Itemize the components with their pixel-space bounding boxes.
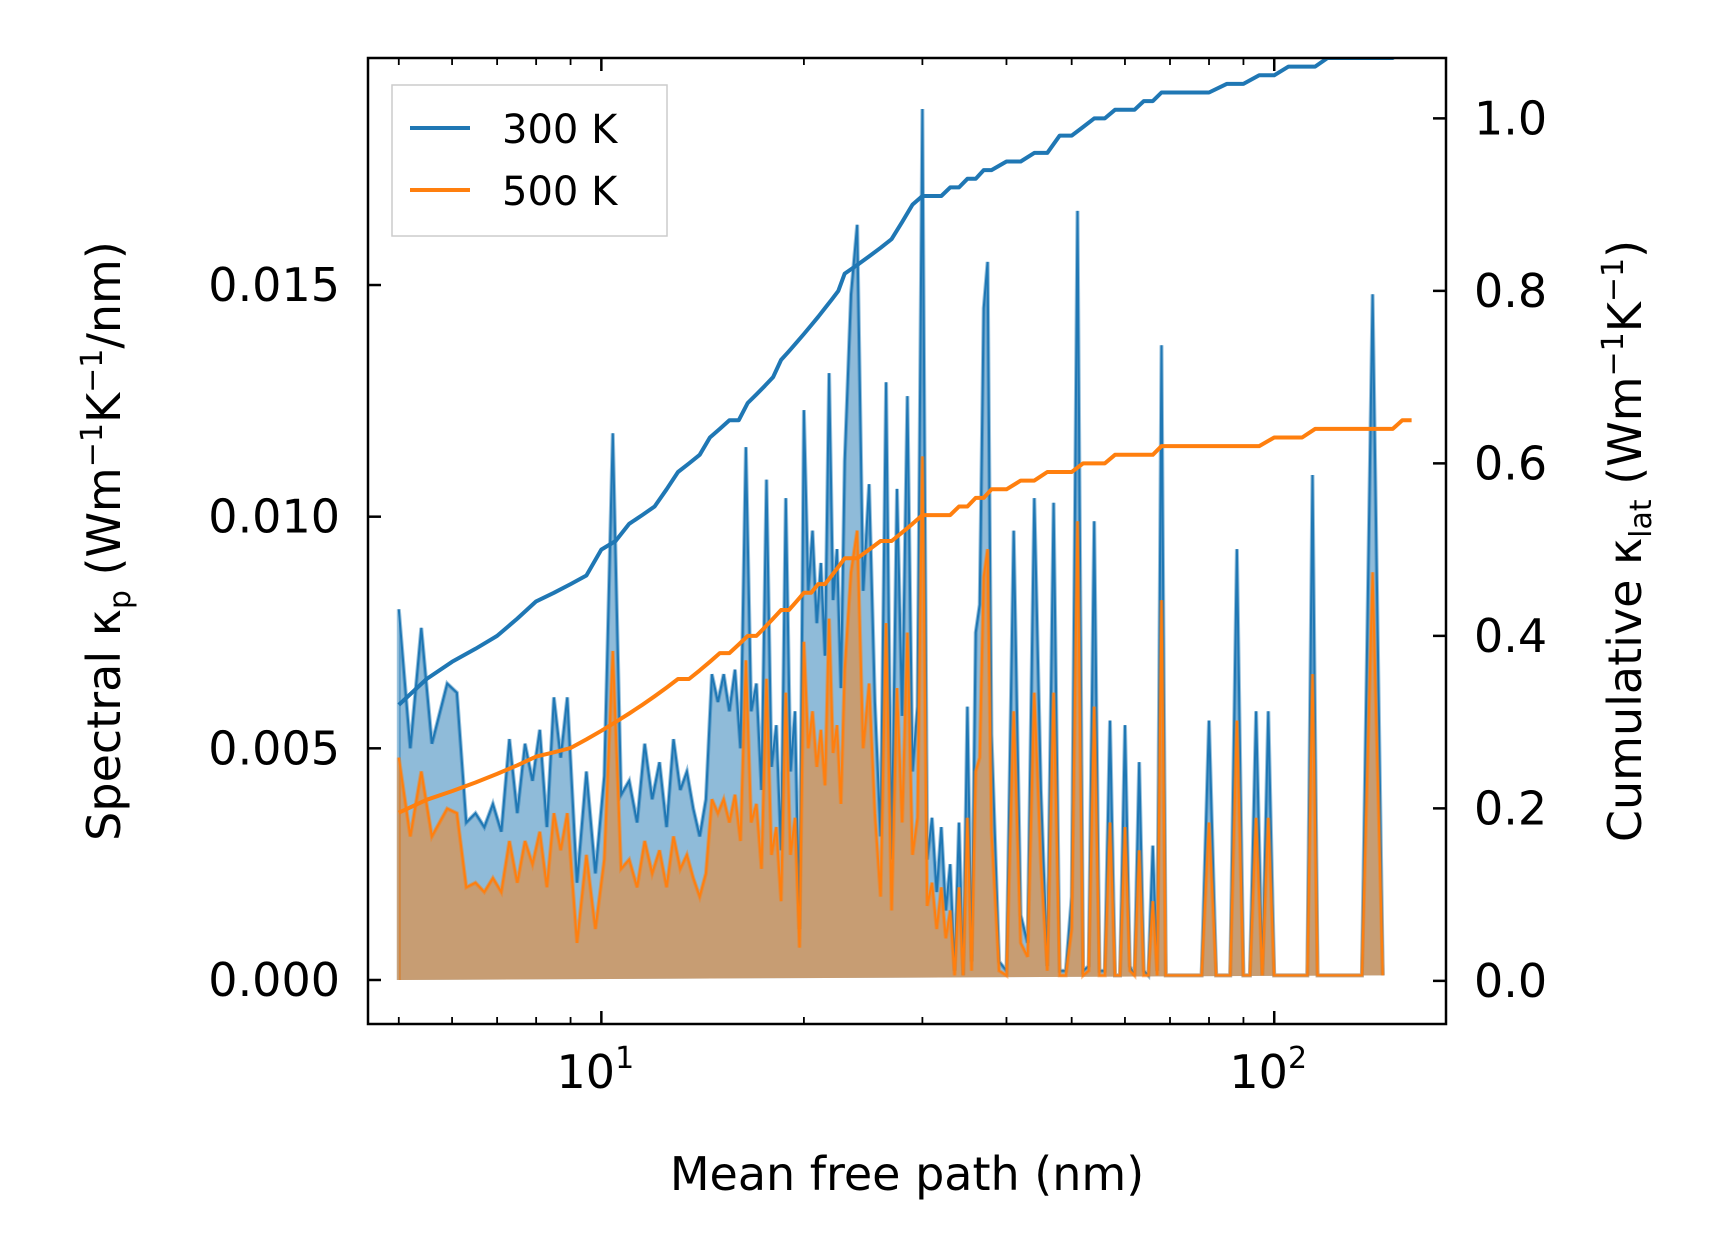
y-right-tick-label: 0.0 [1474,954,1547,1008]
y-left-tick-label: 0.005 [208,721,340,775]
y-left-label-base: Spectral κ [77,609,131,841]
y-left-tick-label: 0.010 [208,490,340,544]
spectral-line-500k [397,456,1384,978]
y-left-label-sup-b: −1 [75,349,110,393]
y-left-label-unit-c: /nm) [77,241,131,348]
y-left-label-unit-a: (Wm [77,467,131,590]
y-right-tick-label: 0.2 [1474,781,1547,835]
y-right-label-unit-c: ) [1598,240,1652,258]
y-right-tick-label: 0.8 [1474,264,1547,318]
y-left-label-sub: p [103,590,138,609]
legend-frame [391,84,668,237]
plot-layer [396,58,1412,981]
x-tick-label: 101 [557,1041,635,1099]
x-tick-label: 102 [1229,1041,1307,1099]
y-right-tick-label: 0.4 [1474,609,1547,663]
y-right-label-sub: lat [1624,499,1659,538]
y-left-tick-label: 0.015 [208,258,340,312]
x-axis-label: Mean free path (nm) [670,1147,1144,1201]
y-right-label-sup-b: −1 [1596,258,1631,302]
y-axis-left-label: Spectral κp (Wm−1K−1/nm) [75,241,138,841]
y-right-label-unit-a: (Wm [1598,376,1652,499]
y-right-label-base: Cumulative κ [1598,538,1652,842]
y-left-label-sup-a: −1 [75,423,110,467]
y-right-tick-label: 1.0 [1474,91,1547,145]
y-right-label-unit-b: K [1598,300,1652,332]
legend-label-300k: 300 K [502,107,619,153]
axes-layer: 0.000 0.005 0.010 0.015 0.0 0.2 0.4 0.6 0.8 1.0 10… [208,58,1547,1099]
y-left-label-unit-b: K [77,391,131,423]
cumulative-line-500k [397,418,1412,815]
y-right-label-sup-a: −1 [1596,332,1631,376]
legend-label-500k: 500 K [502,169,619,215]
plot-frame [366,56,1448,1026]
y-left-tick-label: 0.000 [208,953,340,1007]
y-axis-right-label: Cumulative κlat (Wm−1K−1) [1596,240,1659,842]
legend: 300 K 500 K [391,84,668,237]
cumulative-line-300k [397,58,1396,707]
y-right-tick-label: 0.6 [1474,436,1547,490]
